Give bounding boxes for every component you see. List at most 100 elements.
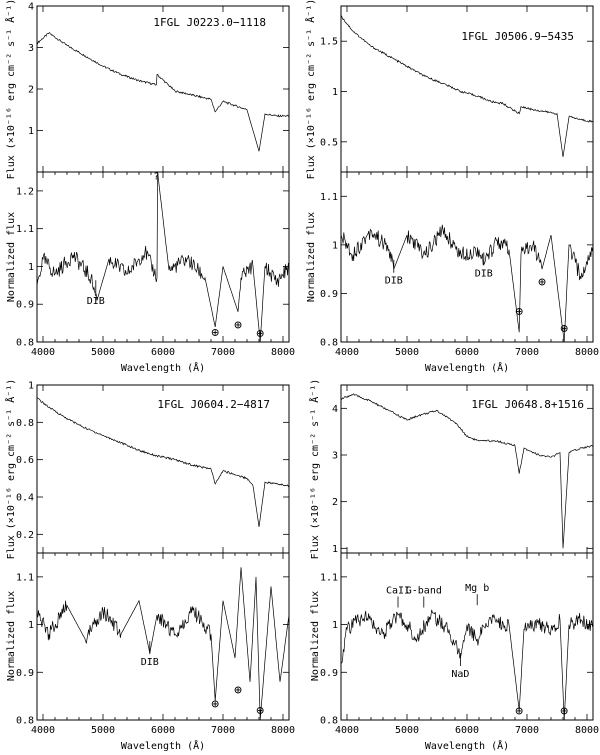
norm-series-j0648 bbox=[340, 609, 594, 721]
xtick-label: 5000 bbox=[91, 347, 115, 358]
xticks-j0648: 4000 5000 6000 7000 8000 bbox=[335, 385, 599, 736]
ytick-label: 2 bbox=[28, 85, 34, 96]
xlabel-j0506: Wavelength (Å) bbox=[425, 361, 509, 374]
ytick-label: 2 bbox=[332, 497, 338, 508]
telluric-marker: ⊕ bbox=[234, 318, 242, 333]
yticks-flux-j0648: 1 2 3 4 bbox=[332, 404, 593, 555]
ytick-label: 1.1 bbox=[16, 572, 34, 583]
ytick-label: 0.4 bbox=[16, 493, 34, 504]
panel-j0223: 1FGL J0223.0−1118 1 2 3 4 0.8 0.9 1 1.1 1.2 400… bbox=[4, 0, 295, 374]
line-label: DIB bbox=[385, 276, 403, 287]
telluric-marker: ⊕ bbox=[234, 683, 242, 698]
ytick-label: 0.8 bbox=[320, 716, 338, 727]
yticks-flux-j0506: 0.5 1 1.5 bbox=[320, 37, 593, 148]
ytick-label: 0.5 bbox=[320, 137, 338, 148]
xtick-label: 5000 bbox=[91, 725, 115, 736]
xtick-label: 4000 bbox=[335, 725, 359, 736]
ytick-label: 3 bbox=[28, 43, 34, 54]
telluric-marker: ⊕ bbox=[256, 703, 264, 718]
flux-series-j0223 bbox=[36, 32, 290, 152]
ytick-label: 1 bbox=[332, 87, 338, 98]
ylabel-flux-j0648: Flux (×10⁻¹⁶ erg cm⁻² s⁻¹ Å⁻¹) bbox=[308, 379, 321, 560]
line-label: ? bbox=[153, 172, 159, 183]
norm-axes-j0604 bbox=[36, 552, 290, 721]
annotations-j0506: DIB DIB ⊕ ⊕ ⊕ bbox=[385, 252, 568, 336]
yticks-flux-j0604: 0.2 0.4 0.6 0.8 1 bbox=[16, 381, 289, 541]
xlabel-j0223: Wavelength (Å) bbox=[121, 361, 205, 374]
ytick-label: 1 bbox=[28, 126, 34, 137]
ytick-label: 1.1 bbox=[320, 192, 338, 203]
ytick-label: 1 bbox=[28, 620, 34, 631]
norm-series-j0506 bbox=[340, 224, 594, 343]
yticks-flux-j0223: 1 2 3 4 bbox=[28, 2, 289, 137]
panel-j0648: 1FGL J0648.8+1516 1 2 3 4 0.8 0.9 1 1.1 4000 50… bbox=[308, 379, 599, 752]
line-label: NaD bbox=[451, 669, 469, 680]
ytick-label: 0.8 bbox=[16, 418, 34, 429]
ytick-label: 0.9 bbox=[16, 668, 34, 679]
telluric-marker: ⊕ bbox=[538, 275, 546, 290]
line-label: CaII bbox=[386, 586, 410, 597]
ytick-label: 0.9 bbox=[16, 300, 34, 311]
line-label: G-band bbox=[406, 586, 442, 597]
xtick-label: 5000 bbox=[395, 725, 419, 736]
chart-title-j0223: 1FGL J0223.0−1118 bbox=[153, 16, 266, 29]
ytick-label: 0.8 bbox=[16, 338, 34, 349]
chart-title-j0604: 1FGL J0604.2−4817 bbox=[157, 398, 270, 411]
xtick-label: 8000 bbox=[575, 725, 599, 736]
ytick-label: 0.9 bbox=[320, 289, 338, 300]
flux-series-j0648 bbox=[340, 393, 594, 549]
ytick-label: 1.2 bbox=[16, 186, 34, 197]
xticks-j0604: 4000 5000 6000 7000 8000 bbox=[31, 385, 295, 736]
xlabel-j0604: Wavelength (Å) bbox=[121, 739, 205, 752]
ylabel-norm-j0604: Normalized flux bbox=[6, 591, 17, 681]
telluric-marker: ⊕ bbox=[211, 325, 219, 340]
ytick-label: 1.1 bbox=[320, 572, 338, 583]
xtick-label: 8000 bbox=[271, 725, 295, 736]
ytick-label: 4 bbox=[28, 2, 34, 13]
ytick-label: 0.2 bbox=[16, 530, 34, 541]
line-label: DIB bbox=[87, 296, 105, 307]
xlabel-j0648: Wavelength (Å) bbox=[425, 739, 509, 752]
chart-title-j0506: 1FGL J0506.9−5435 bbox=[461, 30, 574, 43]
telluric-marker: ⊕ bbox=[256, 326, 264, 341]
yticks-norm-j0648: 0.8 0.9 1 1.1 bbox=[320, 572, 593, 727]
ylabel-norm-j0223: Normalized flux bbox=[6, 212, 17, 302]
xtick-label: 7000 bbox=[515, 347, 539, 358]
flux-axes-j0223 bbox=[36, 5, 290, 173]
xticks-j0223: 4000 5000 6000 7000 8000 bbox=[31, 6, 295, 358]
telluric-marker: ⊕ bbox=[560, 321, 568, 336]
annotations-j0604: DIB ⊕ ⊕ ⊕ bbox=[141, 641, 264, 718]
flux-series-j0604 bbox=[36, 397, 290, 527]
flux-series-j0506 bbox=[341, 15, 594, 157]
ytick-label: 4 bbox=[332, 404, 338, 415]
xtick-label: 4000 bbox=[335, 347, 359, 358]
xticks-j0506: 4000 5000 6000 7000 8000 bbox=[335, 6, 599, 358]
ytick-label: 1 bbox=[332, 620, 338, 631]
norm-series-j0604 bbox=[36, 567, 290, 721]
line-label: DIB bbox=[141, 657, 159, 668]
xtick-label: 5000 bbox=[395, 347, 419, 358]
ylabel-flux-j0604: Flux (×10⁻¹⁶ erg cm⁻² s⁻¹ Å⁻¹) bbox=[4, 379, 17, 560]
norm-series-j0223 bbox=[36, 171, 290, 343]
xtick-label: 6000 bbox=[151, 725, 175, 736]
line-label: Mg b bbox=[465, 583, 489, 594]
ytick-label: 1 bbox=[28, 262, 34, 273]
ytick-label: 3 bbox=[332, 451, 338, 462]
ylabel-flux-j0223: Flux (×10⁻¹⁶ erg cm⁻² s⁻¹ Å⁻¹) bbox=[4, 0, 17, 179]
chart-title-j0648: 1FGL J0648.8+1516 bbox=[471, 398, 584, 411]
ytick-label: 1 bbox=[332, 240, 338, 251]
annotations-j0223: DIB? ⊕ ⊕ ⊕ bbox=[87, 172, 265, 342]
ytick-label: 1 bbox=[332, 544, 338, 555]
xtick-label: 7000 bbox=[211, 725, 235, 736]
xtick-label: 6000 bbox=[455, 347, 479, 358]
ylabel-norm-j0506: Normalized flux bbox=[306, 212, 317, 302]
telluric-marker: ⊕ bbox=[515, 304, 523, 319]
ytick-label: 0.9 bbox=[320, 668, 338, 679]
yticks-norm-j0223: 0.8 0.9 1 1.1 1.2 bbox=[16, 186, 289, 349]
telluric-marker: ⊕ bbox=[560, 704, 568, 719]
panel-j0506: 1FGL J0506.9−5435 0.5 1 1.5 0.8 0.9 1 1.1 400… bbox=[304, 0, 599, 374]
yticks-norm-j0604: 0.8 0.9 1 1.1 bbox=[16, 572, 289, 727]
yticks-norm-j0506: 0.8 0.9 1 1.1 bbox=[320, 192, 593, 349]
